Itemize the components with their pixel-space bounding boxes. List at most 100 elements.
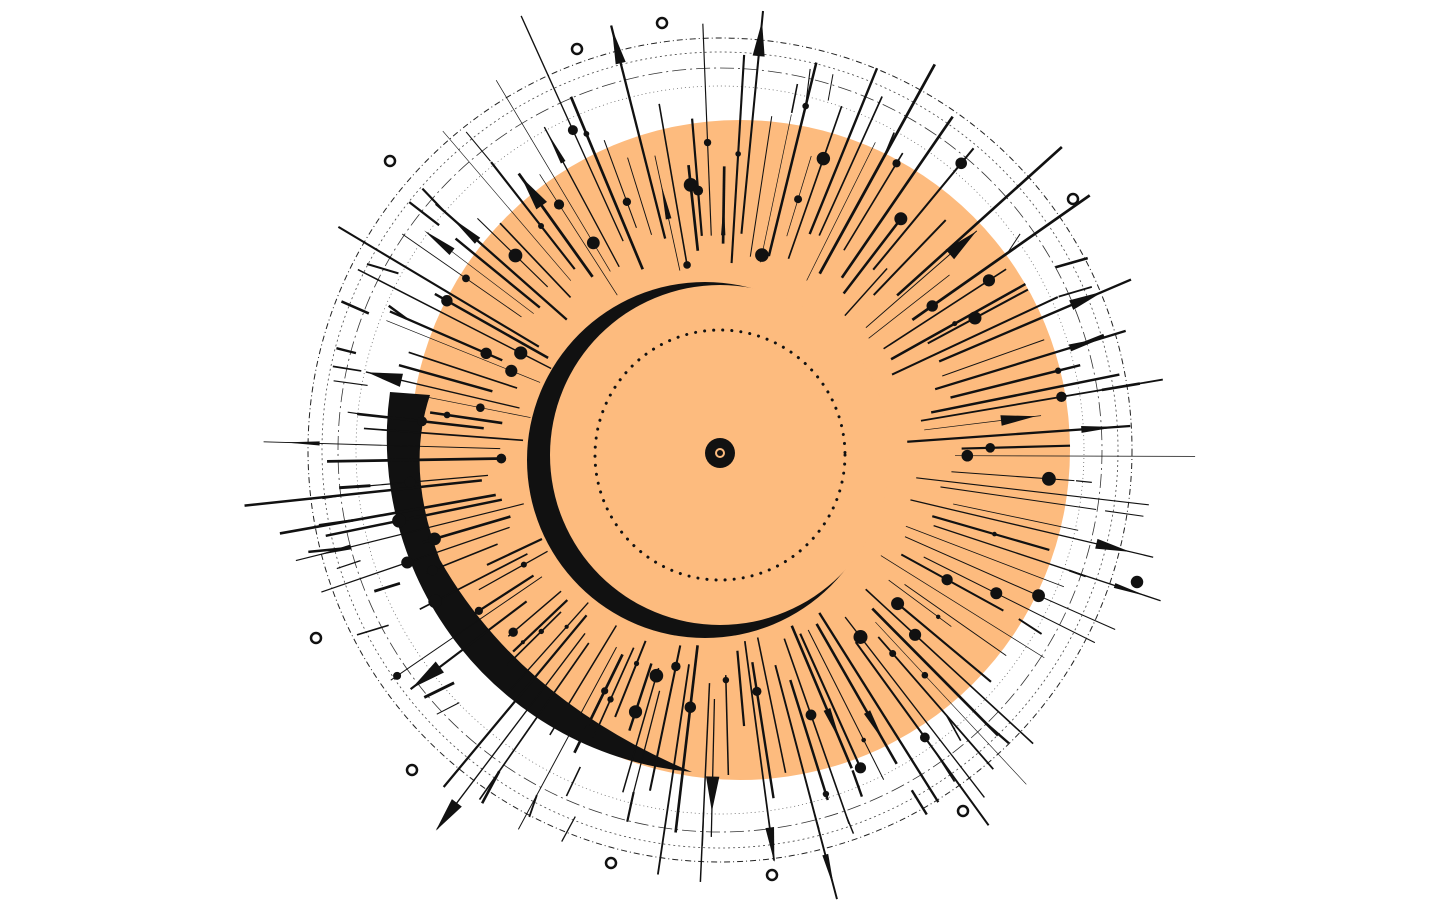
spoke	[760, 114, 792, 263]
spoke-dot	[520, 640, 525, 645]
spoke	[478, 550, 548, 591]
spoke-dot	[992, 531, 997, 537]
spoke-wedge	[822, 853, 835, 889]
spoke	[767, 62, 818, 257]
spoke-dot	[982, 274, 996, 287]
spoke	[658, 103, 689, 268]
spoke	[880, 555, 1045, 659]
satellite	[765, 868, 779, 882]
spoke-dot	[892, 159, 901, 168]
spoke-wedge	[1068, 337, 1104, 352]
outer-tick	[1018, 618, 1043, 635]
spoke-dot	[462, 274, 470, 283]
outer-tick	[408, 201, 440, 227]
spoke	[337, 225, 540, 348]
spoke-wedge	[435, 799, 462, 831]
spoke-dot	[505, 364, 518, 377]
spoke	[327, 457, 503, 463]
spoke-dot	[861, 737, 866, 743]
spoke-dot	[480, 347, 492, 360]
spoke	[702, 23, 712, 236]
spoke	[629, 690, 661, 806]
outer-tick	[565, 766, 582, 797]
outer-tick	[366, 263, 399, 275]
spoke-dot	[622, 197, 632, 207]
spoke	[507, 590, 562, 637]
spoke	[875, 621, 1027, 785]
outer-tick	[387, 304, 407, 320]
spoke-wedge	[521, 177, 547, 210]
spoke-wedge	[1000, 415, 1036, 426]
outer-tick	[308, 546, 346, 554]
spoke-wedge	[1113, 583, 1148, 597]
spoke-dot	[427, 565, 438, 576]
spoke-dot	[476, 403, 485, 412]
outer-tick	[805, 68, 811, 107]
spoke-dot	[1054, 367, 1062, 374]
spoke-wedge	[424, 230, 455, 255]
spoke	[961, 444, 1071, 450]
spoke	[390, 576, 543, 681]
outer-tick	[340, 300, 370, 315]
spoke-dot	[684, 701, 697, 713]
spoke-dot	[722, 676, 730, 684]
spoke-wedge	[661, 184, 672, 220]
satellite	[956, 804, 970, 818]
outer-tick	[851, 769, 864, 798]
spoke	[674, 645, 699, 833]
spoke	[787, 105, 843, 260]
spoke-dot	[401, 556, 414, 569]
outer-tick	[1101, 382, 1141, 392]
spoke-wedge	[863, 710, 885, 743]
spoke-dot	[508, 248, 523, 263]
spoke-dot	[683, 261, 691, 269]
spoke	[931, 515, 1050, 551]
spoke-dot	[607, 696, 614, 703]
outer-tick	[1058, 285, 1093, 298]
spoke-wedge	[411, 661, 444, 689]
outer-tick	[883, 132, 895, 157]
spoke	[569, 96, 644, 270]
spoke-dot	[961, 449, 974, 462]
outer-tick	[846, 816, 855, 834]
spoke-dot	[1042, 471, 1056, 486]
spoke-dot	[955, 157, 967, 170]
spoke-dot	[805, 709, 817, 721]
spoke-wedge	[1081, 426, 1117, 433]
spoke-dot	[474, 606, 483, 615]
outer-tick	[1076, 333, 1105, 348]
outer-tick	[1062, 298, 1088, 310]
spoke-dot	[633, 660, 640, 667]
outer-tick	[436, 702, 460, 715]
spoke	[549, 625, 618, 736]
spoke-dot	[952, 321, 958, 327]
spoke-wedge	[765, 826, 775, 863]
spoke	[808, 67, 879, 235]
spoke	[429, 411, 503, 425]
spoke	[877, 636, 994, 770]
spoke	[844, 268, 888, 317]
spoke-wedge	[823, 708, 841, 742]
spoke-dot	[891, 597, 905, 611]
spoke	[699, 683, 711, 882]
spoke-dot	[514, 346, 528, 360]
spoke	[321, 526, 510, 593]
satellite	[604, 856, 618, 870]
spoke-wedge	[612, 29, 626, 65]
spoke-dot	[936, 614, 941, 620]
outer-tick	[1105, 510, 1144, 517]
spoke	[603, 139, 637, 229]
spoke-dot	[520, 561, 527, 568]
spoke-wedge	[367, 372, 403, 387]
spoke-dot	[908, 628, 922, 641]
spoke	[891, 296, 1059, 376]
satellite	[655, 16, 669, 30]
outer-tick	[1006, 233, 1021, 254]
spoke	[783, 638, 850, 825]
spoke	[743, 640, 775, 861]
spoke-dot	[649, 668, 664, 683]
dot-ring	[593, 328, 847, 582]
spoke-dot	[853, 629, 868, 644]
spoke	[942, 339, 1045, 377]
outer-tick	[1055, 256, 1089, 269]
